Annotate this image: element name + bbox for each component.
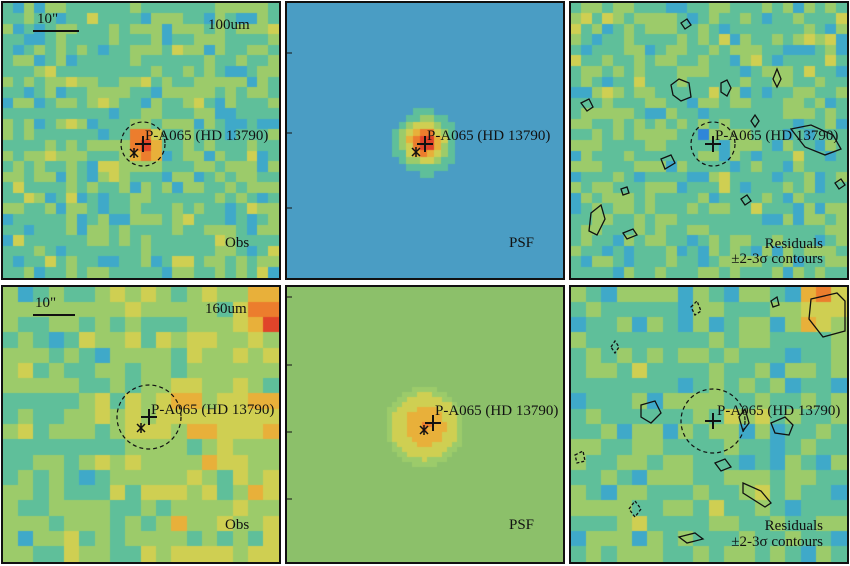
residual-contours xyxy=(574,292,846,544)
plus-marker xyxy=(417,136,433,152)
aperture-circle xyxy=(680,388,746,454)
panel-100um-obs: 10" 100um P-A065 (HD 13790) Obs xyxy=(1,1,281,280)
star-marker xyxy=(129,148,139,158)
source-label: P-A065 (HD 13790) xyxy=(717,403,841,419)
source-label: P-A065 (HD 13790) xyxy=(427,128,551,144)
star-marker xyxy=(419,425,429,435)
overlay-160um-residuals xyxy=(574,292,846,544)
residuals-label: Residuals xyxy=(764,236,823,252)
source-label: P-A065 (HD 13790) xyxy=(435,403,559,419)
axis-ticks xyxy=(287,296,292,500)
overlay-160um-psf xyxy=(287,296,441,500)
star-marker xyxy=(411,147,421,157)
panel-label-obs: Obs xyxy=(225,235,250,251)
source-label: P-A065 (HD 13790) xyxy=(151,402,275,418)
source-label: P-A065 (HD 13790) xyxy=(715,128,839,144)
panel-100um-residuals: P-A065 (HD 13790) Residuals ±2-3σ contou… xyxy=(569,1,849,280)
scale-label: 10" xyxy=(35,295,57,311)
band-label: 160um xyxy=(205,301,247,317)
aperture-circle xyxy=(690,121,736,167)
panel-160um-obs: 10" 160um P-A065 (HD 13790) Obs xyxy=(1,285,281,564)
plus-marker xyxy=(705,136,721,152)
image-160um-residuals xyxy=(571,287,847,562)
star-marker xyxy=(136,423,146,433)
axis-ticks xyxy=(287,52,292,209)
overlay-100um-residuals xyxy=(580,18,846,240)
image-100um-residuals xyxy=(571,3,847,278)
overlay-100um-obs xyxy=(33,30,166,167)
panel-label-obs: Obs xyxy=(225,517,250,533)
plus-marker xyxy=(705,413,721,429)
plus-marker xyxy=(425,415,441,431)
panel-100um-psf: P-A065 (HD 13790) PSF xyxy=(285,1,565,280)
contours-label: ±2-3σ contours xyxy=(731,534,823,550)
panel-160um-residuals: P-A065 (HD 13790) Residuals ±2-3σ contou… xyxy=(569,285,849,564)
plus-marker xyxy=(135,136,151,152)
aperture-circle xyxy=(116,384,182,450)
scale-label: 10" xyxy=(37,11,59,27)
panel-label-psf: PSF xyxy=(509,517,535,533)
panel-label-psf: PSF xyxy=(509,235,535,251)
contours-label: ±2-3σ contours xyxy=(731,251,823,267)
plus-marker xyxy=(141,409,157,425)
residual-contours xyxy=(580,18,846,240)
source-label: P-A065 (HD 13790) xyxy=(145,128,269,144)
band-label: 100um xyxy=(208,17,250,33)
overlay-100um-psf xyxy=(287,52,433,209)
image-160um-psf xyxy=(287,287,563,562)
panel-160um-psf: P-A065 (HD 13790) PSF xyxy=(285,285,565,564)
residuals-label: Residuals xyxy=(764,518,823,534)
overlay-160um-obs xyxy=(33,314,182,450)
aperture-circle xyxy=(120,121,166,167)
image-100um-obs xyxy=(3,3,279,278)
